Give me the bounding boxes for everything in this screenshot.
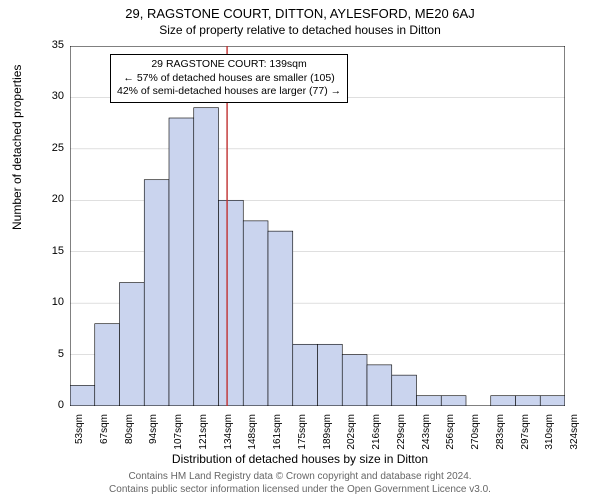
y-tick-label: 5 bbox=[42, 348, 64, 360]
y-tick-label: 20 bbox=[42, 193, 64, 205]
bar bbox=[417, 396, 442, 406]
bar bbox=[169, 118, 194, 406]
y-tick-label: 0 bbox=[42, 399, 64, 411]
annotation-line-2: ← 57% of detached houses are smaller (10… bbox=[117, 72, 341, 86]
bar bbox=[95, 324, 120, 406]
bar bbox=[342, 355, 367, 406]
bar bbox=[516, 396, 541, 406]
annotation-line-3: 42% of semi-detached houses are larger (… bbox=[117, 85, 341, 99]
y-axis-label: Number of detached properties bbox=[10, 65, 24, 230]
bar bbox=[70, 385, 95, 406]
footer-line-2: Contains public sector information licen… bbox=[0, 484, 600, 497]
bar bbox=[293, 344, 318, 406]
bar bbox=[367, 365, 392, 406]
y-tick-label: 30 bbox=[42, 90, 64, 102]
bar bbox=[243, 221, 268, 406]
footer-attribution: Contains HM Land Registry data © Crown c… bbox=[0, 471, 600, 496]
bar bbox=[318, 344, 343, 406]
bar bbox=[268, 231, 293, 406]
footer-line-1: Contains HM Land Registry data © Crown c… bbox=[0, 471, 600, 484]
y-tick-label: 15 bbox=[42, 245, 64, 257]
bar bbox=[441, 396, 466, 406]
bar bbox=[491, 396, 516, 406]
x-axis-label: Distribution of detached houses by size … bbox=[0, 452, 600, 466]
y-tick-label: 35 bbox=[42, 39, 64, 51]
bar bbox=[194, 108, 219, 406]
annotation-box: 29 RAGSTONE COURT: 139sqm ← 57% of detac… bbox=[110, 54, 348, 103]
bar bbox=[392, 375, 417, 406]
bar bbox=[144, 180, 169, 406]
bar bbox=[120, 283, 145, 406]
histogram-chart: 29, RAGSTONE COURT, DITTON, AYLESFORD, M… bbox=[0, 0, 600, 500]
annotation-line-1: 29 RAGSTONE COURT: 139sqm bbox=[117, 58, 341, 72]
bar bbox=[219, 200, 244, 406]
y-tick-label: 25 bbox=[42, 142, 64, 154]
y-tick-label: 10 bbox=[42, 296, 64, 308]
chart-title-main: 29, RAGSTONE COURT, DITTON, AYLESFORD, M… bbox=[0, 0, 600, 21]
chart-title-sub: Size of property relative to detached ho… bbox=[0, 21, 600, 37]
bar bbox=[540, 396, 565, 406]
